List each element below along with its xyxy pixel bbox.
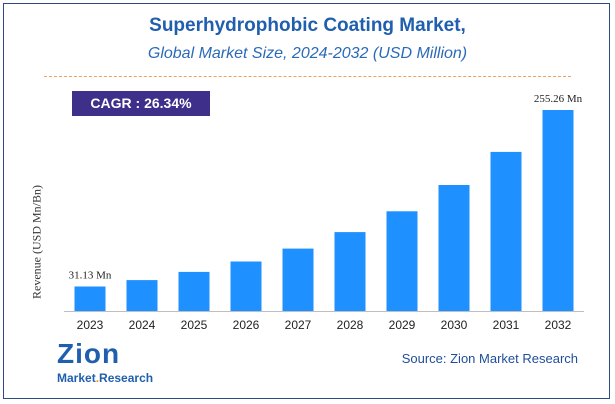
bar-2024	[126, 280, 158, 311]
x-tick-label: 2030	[441, 318, 468, 332]
logo-wordmark: Zion	[57, 338, 120, 370]
logo-sub-dot: .	[95, 371, 100, 385]
x-tick-label: 2023	[77, 318, 104, 332]
x-tick-label: 2025	[181, 318, 208, 332]
bar-2026	[230, 261, 262, 311]
x-tick-label: 2027	[285, 318, 312, 332]
data-label: 31.13 Mn	[69, 270, 112, 282]
bar-2030	[438, 185, 470, 311]
x-tick-label: 2026	[233, 318, 260, 332]
logo-subtext: Market.Research	[57, 371, 153, 385]
x-tick-label: 2028	[337, 318, 364, 332]
x-tick-label: 2024	[129, 318, 156, 332]
bar-2028	[334, 232, 366, 311]
x-tick-label: 2029	[389, 318, 416, 332]
bar-2027	[282, 248, 314, 311]
x-tick-label: 2032	[545, 318, 572, 332]
bar-2031	[490, 151, 522, 311]
data-label: 255.26 Mn	[534, 93, 583, 105]
bar-2029	[386, 211, 418, 311]
logo-sub-left: Market	[57, 371, 96, 385]
chart-subtitle: Global Market Size, 2024-2032 (USD Milli…	[147, 45, 468, 62]
title-divider	[44, 76, 571, 77]
zion-logo: Zion Market.Research	[55, 338, 155, 388]
cagr-badge: CAGR : 26.34%	[72, 91, 210, 116]
bar-2023	[74, 286, 106, 311]
source-note: Source: Zion Market Research	[401, 351, 578, 366]
x-tick-label: 2031	[493, 318, 520, 332]
logo-main-text: Zion	[57, 338, 121, 369]
logo-sub-right: Research	[99, 371, 154, 385]
bar-2025	[178, 271, 210, 311]
bar-2032	[542, 110, 574, 311]
chart-title: Superhydrophobic Coating Market,	[149, 15, 466, 36]
